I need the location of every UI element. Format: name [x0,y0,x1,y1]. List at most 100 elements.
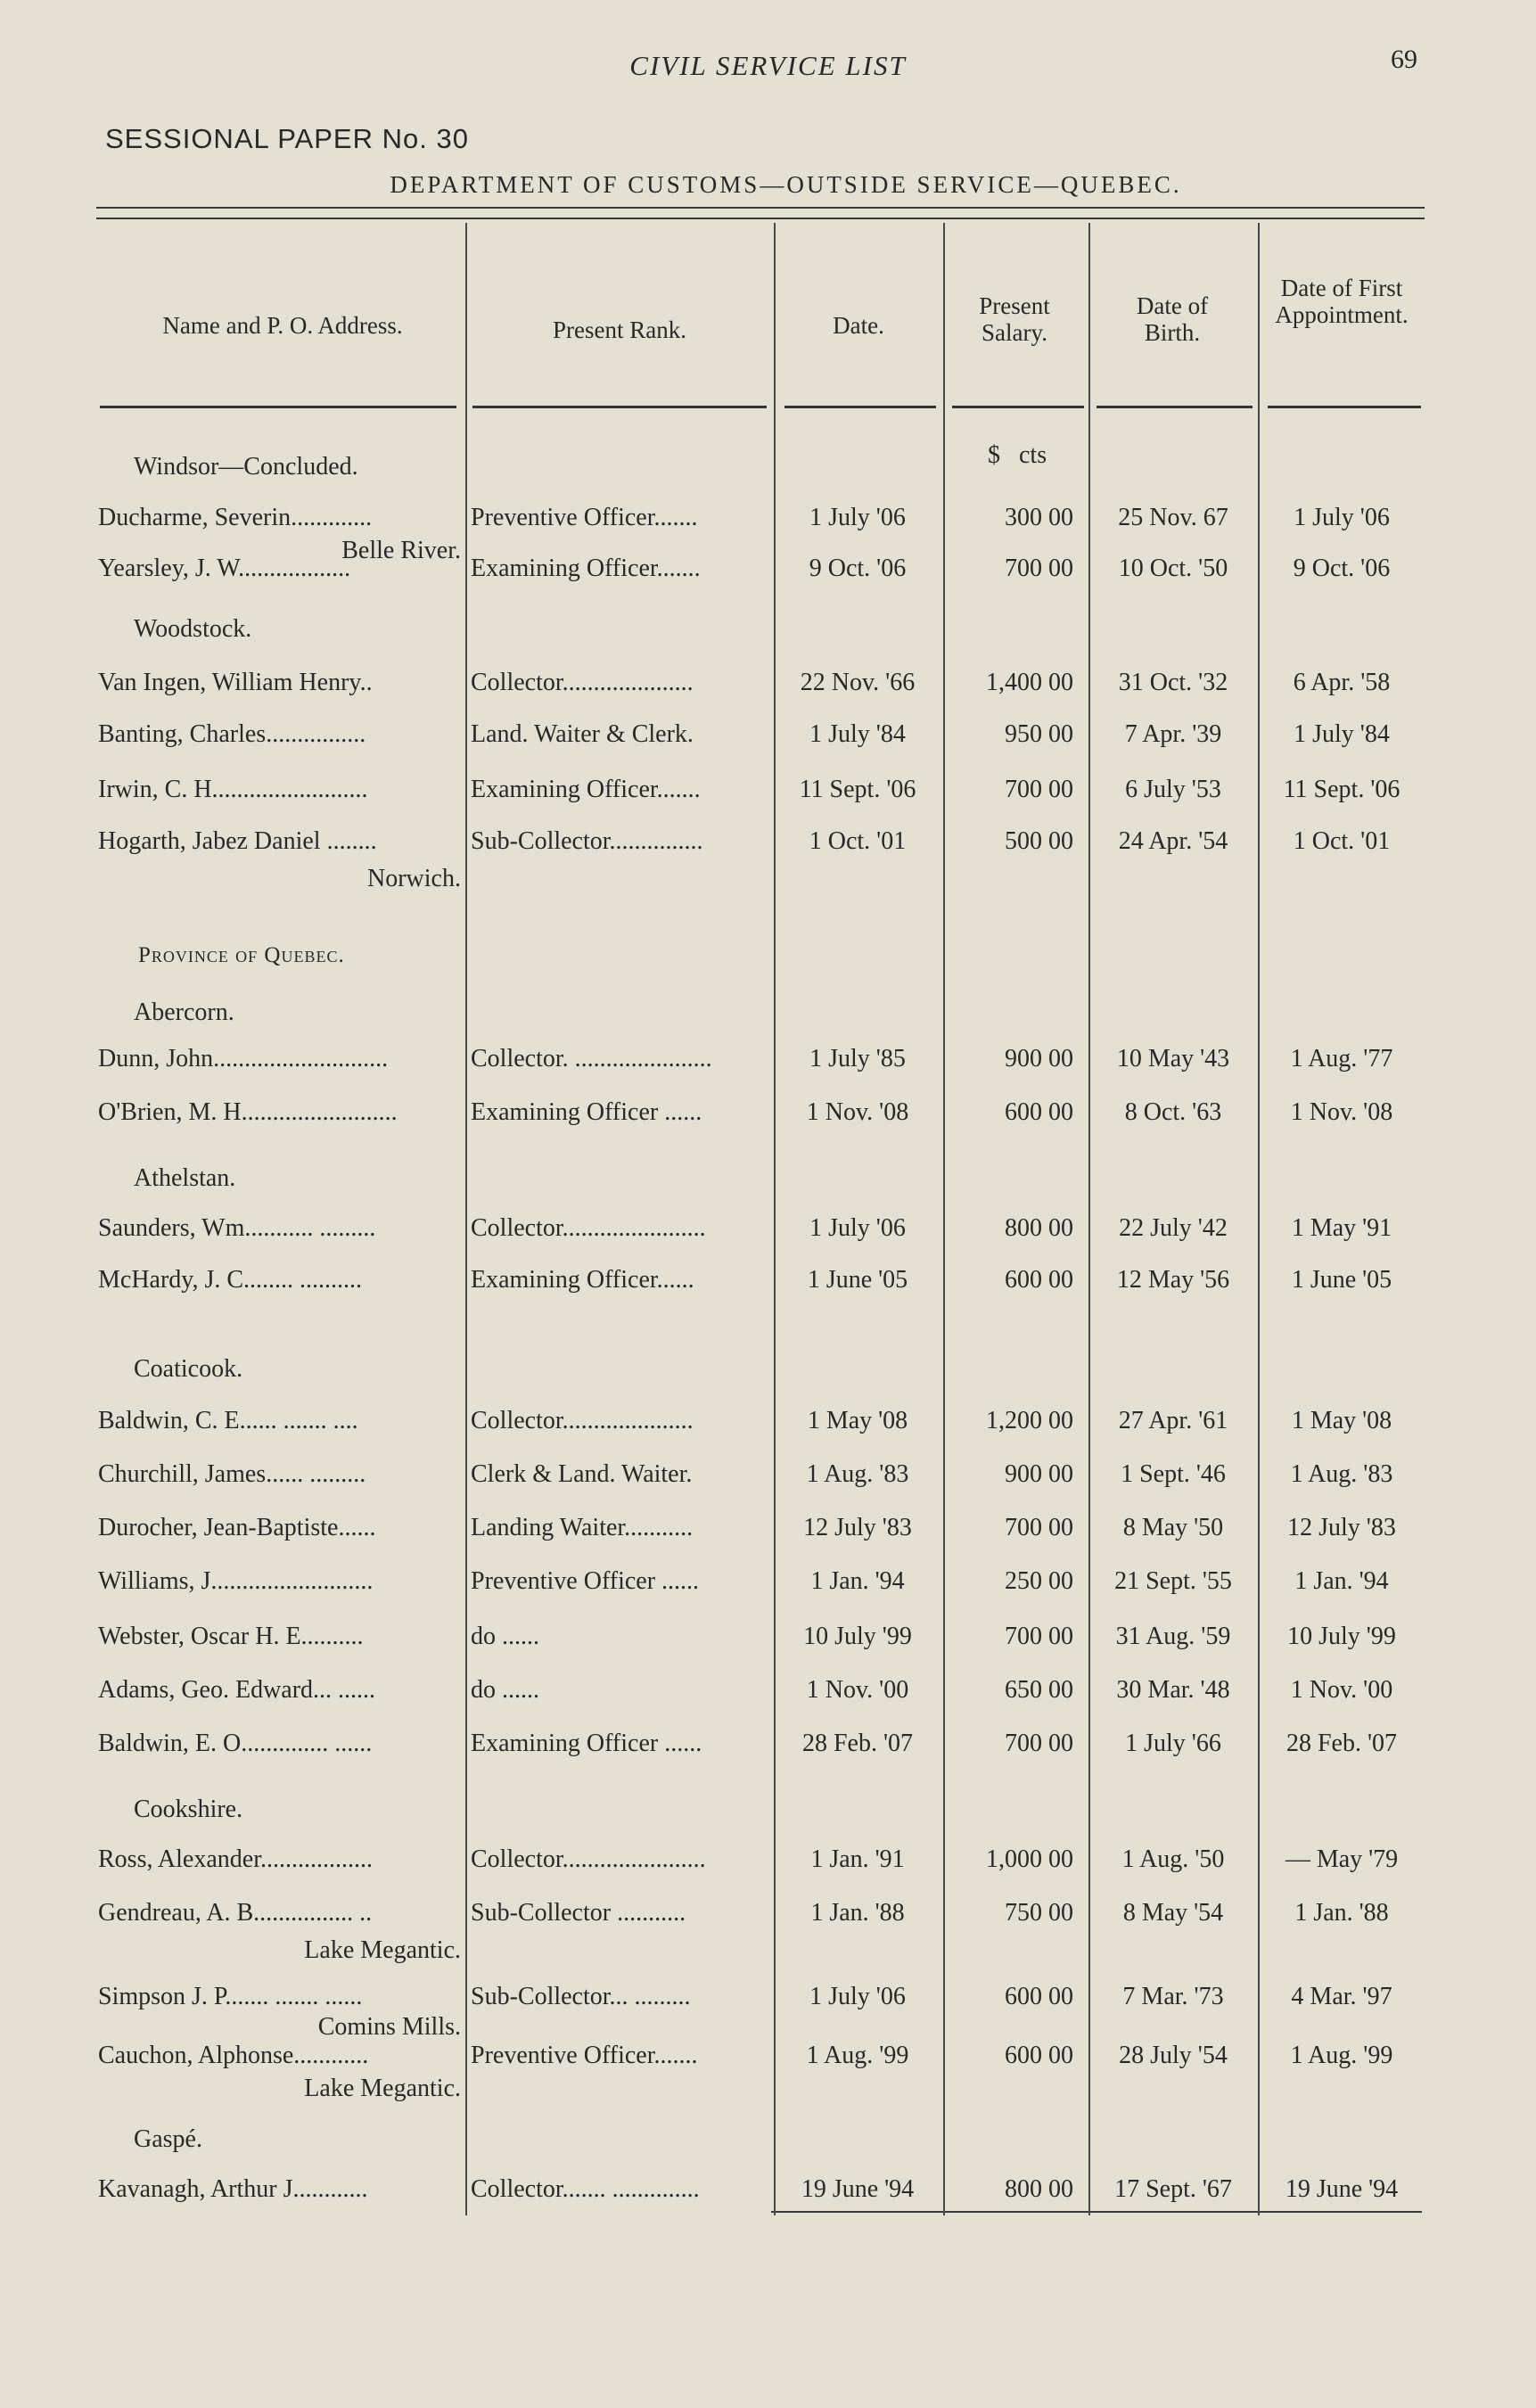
date-of-birth: 7 Mar. '73 [1122,1983,1224,2010]
page-number: 69 [1391,45,1417,74]
present-rank: Sub-Collector............... [471,827,703,855]
date-of-first-appointment: 1 July '84 [1294,720,1390,748]
present-rank: Examining Officer ...... [471,1098,702,1126]
place-heading: Abercorn. [134,999,234,1026]
present-rank: Collector..................... [471,1407,694,1434]
employee-name: Simpson J. P....... ....... ...... [98,1983,363,2010]
department-heading: DEPARTMENT OF CUSTOMS—OUTSIDE SERVICE—QU… [390,171,1182,198]
date-of-first-appointment: 1 Nov. '08 [1290,1098,1393,1126]
header-underline [1097,406,1253,408]
column-header-name: Name and P. O. Address. [162,312,403,339]
present-rank: Examining Officer...... [471,1266,694,1294]
appointment-date: 22 Nov. '66 [800,669,916,696]
employee-name: Yearsley, J. W.................. [98,555,351,582]
present-salary: 700 00 [1005,1730,1073,1757]
appointment-date: 9 Oct. '06 [809,555,907,582]
appointment-date: 11 Sept. '06 [799,776,916,803]
present-rank: Collector....................... [471,1845,706,1873]
employee-name: Adams, Geo. Edward... ...... [98,1676,376,1704]
employee-name: Ross, Alexander.................. [98,1845,373,1873]
present-salary: 1,200 00 [986,1407,1073,1434]
column-divider [943,223,945,2215]
date-of-birth: 30 Mar. '48 [1116,1676,1230,1704]
appointment-date: 1 July '06 [809,1214,906,1242]
date-of-first-appointment: 10 July '99 [1287,1623,1396,1650]
date-of-first-appointment: 1 Aug. '99 [1290,2042,1393,2069]
appointment-date: 10 July '99 [803,1623,912,1650]
sessional-paper: SESSIONAL PAPER No. 30 [105,123,469,154]
employee-name: Williams, J.......................... [98,1567,374,1595]
present-salary: 800 00 [1005,1214,1073,1242]
employee-name: O'Brien, M. H......................... [98,1098,398,1126]
salary-unit: $ cts [988,441,1047,469]
present-salary: 300 00 [1005,504,1073,531]
present-salary: 600 00 [1005,1266,1073,1294]
place-heading: Athelstan. [134,1164,236,1192]
present-rank: Sub-Collector ........... [471,1899,686,1927]
date-of-first-appointment: 1 July '06 [1294,504,1390,531]
appointment-date: 1 May '08 [807,1407,908,1434]
post-office-address: Lake Megantic. [304,1936,461,1964]
date-of-first-appointment: 9 Oct. '06 [1293,555,1391,582]
appointment-date: 1 Jan. '94 [810,1567,905,1595]
appointment-date: 12 July '83 [803,1514,912,1541]
present-salary: 1,000 00 [986,1845,1073,1873]
bottom-rule [771,2211,1422,2213]
date-of-first-appointment: 12 July '83 [1287,1514,1396,1541]
employee-name: Irwin, C. H......................... [98,776,368,803]
present-rank: Examining Officer....... [471,776,701,803]
running-title: CIVIL SERVICE LIST [629,50,907,81]
present-salary: 950 00 [1005,720,1073,748]
present-salary: 900 00 [1005,1045,1073,1073]
present-rank: Collector. ...................... [471,1045,712,1073]
present-rank: Collector....................... [471,1214,706,1242]
present-rank: Examining Officer ...... [471,1730,702,1757]
date-of-first-appointment: 19 June '94 [1285,2175,1399,2203]
present-salary: 750 00 [1005,1899,1073,1927]
appointment-date: 1 Oct. '01 [809,827,907,855]
date-of-birth: 10 May '43 [1116,1045,1230,1073]
present-salary: 900 00 [1005,1460,1073,1488]
appointment-date: 1 Aug. '99 [806,2042,909,2069]
header-underline [784,406,936,408]
appointment-date: 1 June '05 [807,1266,908,1294]
employee-name: McHardy, J. C........ .......... [98,1266,363,1294]
column-divider [1088,223,1090,2215]
column-divider [774,223,776,2215]
present-salary: 700 00 [1005,1623,1073,1650]
appointment-date: 19 June '94 [801,2175,915,2203]
present-salary: 700 00 [1005,776,1073,803]
date-of-first-appointment: 1 May '08 [1291,1407,1392,1434]
present-salary: 650 00 [1005,1676,1073,1704]
date-of-birth: 1 Sept. '46 [1121,1460,1226,1488]
date-of-first-appointment: 4 Mar. '97 [1291,1983,1392,2010]
appointment-date: 1 Nov. '08 [806,1098,909,1126]
date-of-first-appointment: 1 Aug. '83 [1290,1460,1393,1488]
place-heading: Coaticook. [134,1355,243,1383]
employee-name: Baldwin, C. E...... ....... .... [98,1407,358,1434]
header-underline [952,406,1084,408]
date-of-birth: 21 Sept. '55 [1114,1567,1232,1595]
post-office-address: Lake Megantic. [304,2075,461,2102]
date-of-birth: 6 July '53 [1125,776,1221,803]
present-salary: 1,400 00 [986,669,1073,696]
header-underline [100,406,456,408]
date-of-birth: 1 Aug. '50 [1121,1845,1225,1873]
present-rank: Examining Officer....... [471,555,701,582]
date-of-first-appointment: 11 Sept. '06 [1283,776,1400,803]
place-heading: Cookshire. [134,1796,243,1823]
column-header-salary: Present Salary. [979,292,1050,346]
date-of-first-appointment: 1 Nov. '00 [1290,1676,1393,1704]
employee-name: Saunders, Wm........... ......... [98,1214,376,1242]
employee-name: Hogarth, Jabez Daniel ........ [98,827,377,855]
employee-name: Webster, Oscar H. E.......... [98,1623,364,1650]
date-of-birth: 31 Aug. '59 [1115,1623,1231,1650]
date-of-birth: 10 Oct. '50 [1118,555,1228,582]
top-rule-2 [96,218,1425,219]
employee-name: Ducharme, Severin............. [98,504,373,531]
present-rank: Clerk & Land. Waiter. [471,1460,693,1488]
employee-name: Banting, Charles................ [98,720,366,748]
present-rank: Preventive Officer ...... [471,1567,700,1595]
employee-name: Baldwin, E. O.............. ...... [98,1730,373,1757]
appointment-date: 1 Nov. '00 [806,1676,909,1704]
